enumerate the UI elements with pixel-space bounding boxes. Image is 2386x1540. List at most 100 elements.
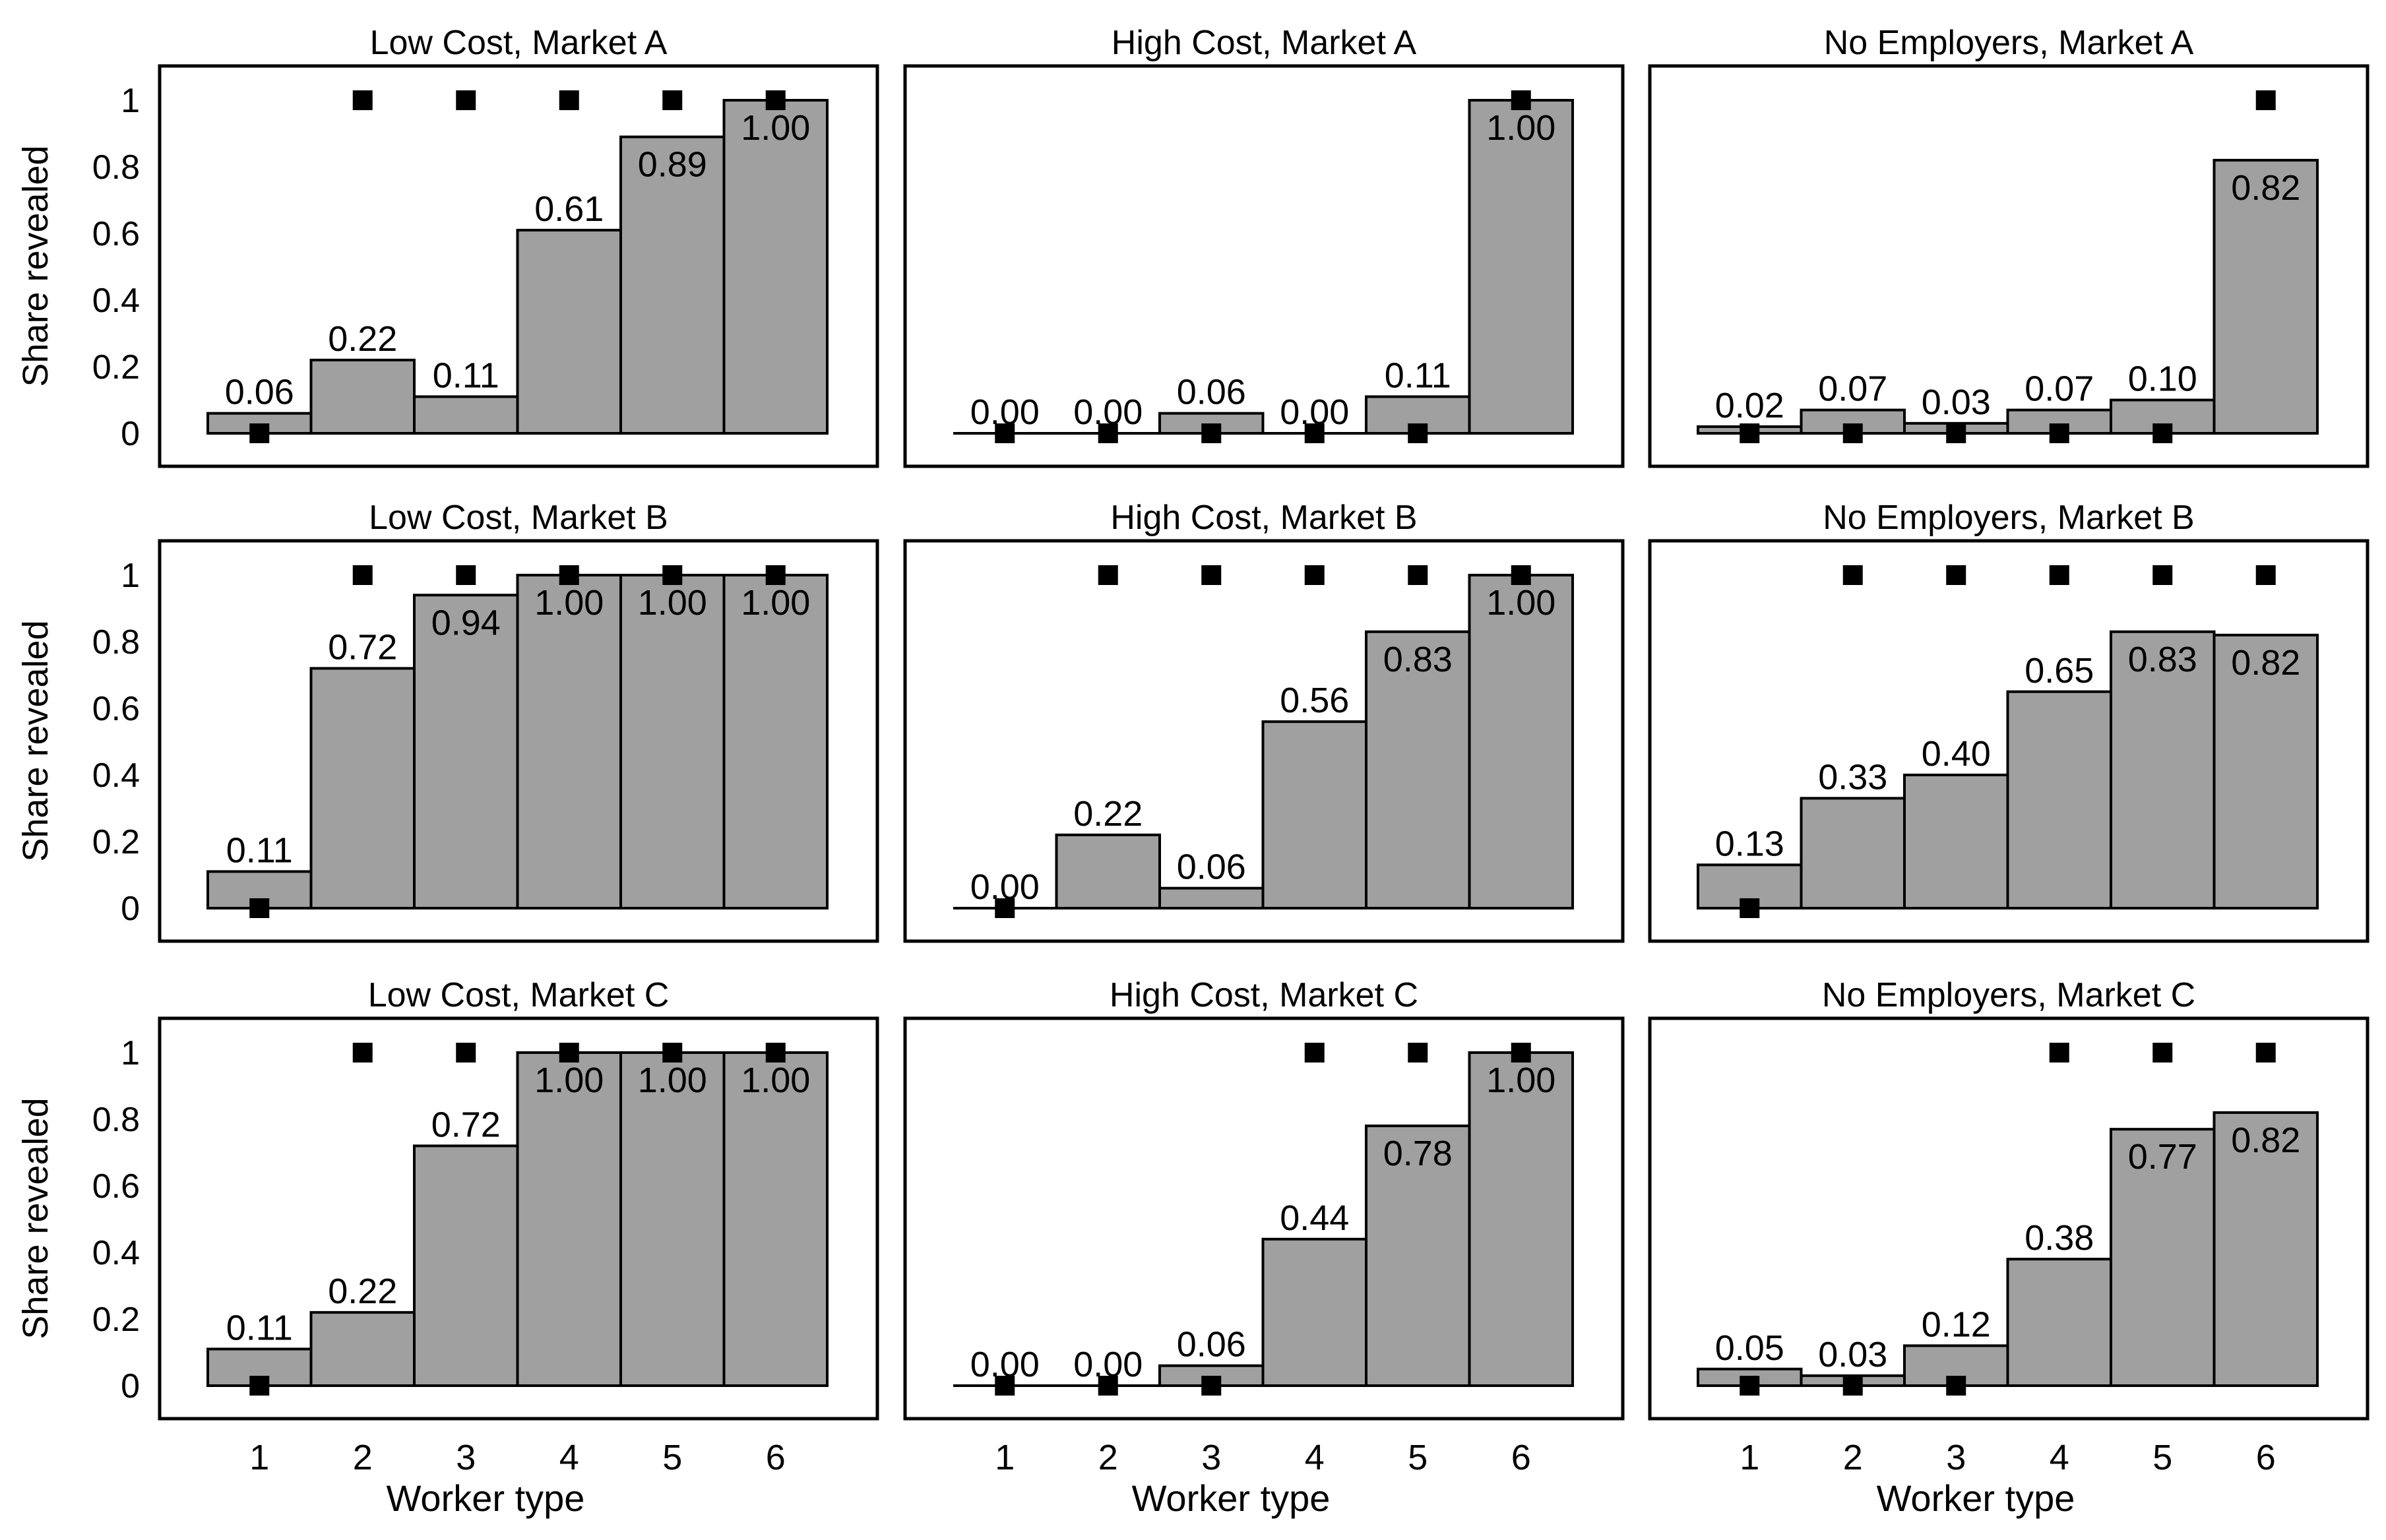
marker-square <box>995 1376 1015 1396</box>
data-label: 0.06 <box>1177 373 1246 412</box>
y-tick-label: 0.8 <box>92 148 140 187</box>
x-tick-label: 1 <box>1740 1438 1759 1477</box>
panel-frame <box>158 64 879 468</box>
marker-square <box>765 1043 786 1063</box>
data-label: 0.38 <box>2025 1218 2094 1258</box>
bar <box>1365 630 1471 909</box>
panel-title: High Cost, Market C <box>1110 976 1418 1014</box>
x-tick-label: 4 <box>1305 1438 1325 1477</box>
marker-square <box>1946 423 1966 443</box>
data-label: 0.65 <box>2025 651 2094 691</box>
panel-title: Low Cost, Market A <box>370 24 668 62</box>
marker-square <box>1304 1043 1325 1063</box>
panel-6: No Employers, Market B 0.13 0.33 0.40 0.65 0.… <box>1648 499 2370 943</box>
marker-square <box>249 898 270 918</box>
bar <box>1365 1124 1471 1387</box>
x-tick-label: 1 <box>249 1438 269 1477</box>
bar <box>516 228 622 435</box>
bar <box>1055 833 1161 910</box>
data-label: 0.94 <box>431 603 501 642</box>
bar <box>1800 797 1906 909</box>
bar <box>413 594 519 909</box>
marker-square <box>1946 565 1966 585</box>
marker-square <box>2152 423 2173 443</box>
bar <box>722 574 829 909</box>
x-tick-label: 5 <box>662 1438 682 1477</box>
marker-square <box>765 90 786 110</box>
y-tick-label: 0 <box>121 1367 140 1405</box>
y-tick-label: 0.6 <box>92 1167 140 1206</box>
marker-square <box>2049 565 2069 585</box>
data-label: 0.77 <box>2128 1137 2197 1177</box>
marker-square <box>2255 90 2276 110</box>
data-label: 0.82 <box>2231 168 2300 208</box>
data-label: 1.00 <box>638 583 707 623</box>
panel-frame <box>903 64 1625 468</box>
marker-square <box>1408 423 1428 443</box>
data-label: 0.78 <box>1383 1134 1453 1173</box>
data-label: 0.07 <box>1818 369 1887 409</box>
marker-square <box>559 90 579 110</box>
marker-square <box>1740 898 1760 918</box>
marker-square <box>2152 565 2173 585</box>
panel-title: High Cost, Market A <box>1112 24 1417 62</box>
marker-square <box>1304 565 1325 585</box>
marker-square <box>559 1043 579 1063</box>
x-tick-label: 6 <box>2256 1438 2276 1477</box>
marker-square <box>1201 565 1222 585</box>
bar <box>1468 574 1574 909</box>
y-axis-label: Share revealed <box>16 1097 55 1339</box>
x-axis-label: Worker type <box>387 1477 585 1519</box>
data-label: 0.05 <box>1715 1328 1784 1368</box>
data-label: 1.00 <box>638 1061 707 1100</box>
x-tick-label: 2 <box>353 1438 373 1477</box>
x-tick-label: 3 <box>456 1438 476 1477</box>
y-tick-label: 1 <box>121 557 140 595</box>
x-tick-label: 3 <box>1201 1438 1221 1477</box>
marker-square <box>1304 423 1325 443</box>
data-label: 0.06 <box>1177 1325 1246 1365</box>
y-tick-label: 1 <box>121 82 140 120</box>
data-label: 0.56 <box>1280 681 1349 720</box>
x-tick-label: 6 <box>1511 1438 1531 1477</box>
bar <box>2006 1258 2112 1387</box>
x-tick-label: 5 <box>2152 1438 2172 1477</box>
marker-square <box>2152 1043 2173 1063</box>
data-label: 0.03 <box>1818 1335 1887 1374</box>
bar <box>1261 1237 1367 1388</box>
marker-square <box>456 565 476 585</box>
data-label: 0.22 <box>1073 794 1143 834</box>
x-tick-label: 6 <box>766 1438 786 1477</box>
x-tick-label: 4 <box>2050 1438 2069 1477</box>
panel-frame <box>903 539 1625 943</box>
y-axis-label: Share revealed <box>16 145 55 386</box>
bar <box>413 1144 519 1388</box>
panel-frame <box>1648 1016 2370 1421</box>
marker-square <box>1740 1376 1760 1396</box>
data-label: 0.03 <box>1922 383 1991 422</box>
data-label: 0.82 <box>2231 1121 2300 1160</box>
marker-square <box>352 90 373 110</box>
marker-square <box>1842 423 1863 443</box>
panel-title: No Employers, Market C <box>1822 976 2195 1014</box>
bar <box>413 395 519 435</box>
bar <box>2006 690 2112 909</box>
data-label: 0.11 <box>433 355 499 395</box>
marker-square <box>1740 423 1760 443</box>
y-axis-label: Share revealed <box>16 620 55 861</box>
data-label: 0.11 <box>226 830 293 870</box>
bar <box>2213 1111 2319 1388</box>
marker-square <box>1201 1376 1222 1396</box>
marker-square <box>1946 1376 1966 1396</box>
marker-square <box>456 1043 476 1063</box>
panel-8: High Cost, Market C0.00 0.000.060.440.781… <box>903 976 1625 1519</box>
y-tick-label: 0.6 <box>92 690 140 728</box>
data-label: 1.00 <box>741 1061 810 1100</box>
bar <box>619 1051 726 1387</box>
y-tick-label: 0 <box>121 415 140 453</box>
data-label: 0.11 <box>1385 355 1451 395</box>
panel-5: High Cost, Market B0.000.220.060.560.831… <box>903 499 1625 943</box>
data-label: 0.72 <box>328 627 397 667</box>
bar <box>722 1051 829 1387</box>
data-label: 0.22 <box>328 1272 397 1311</box>
